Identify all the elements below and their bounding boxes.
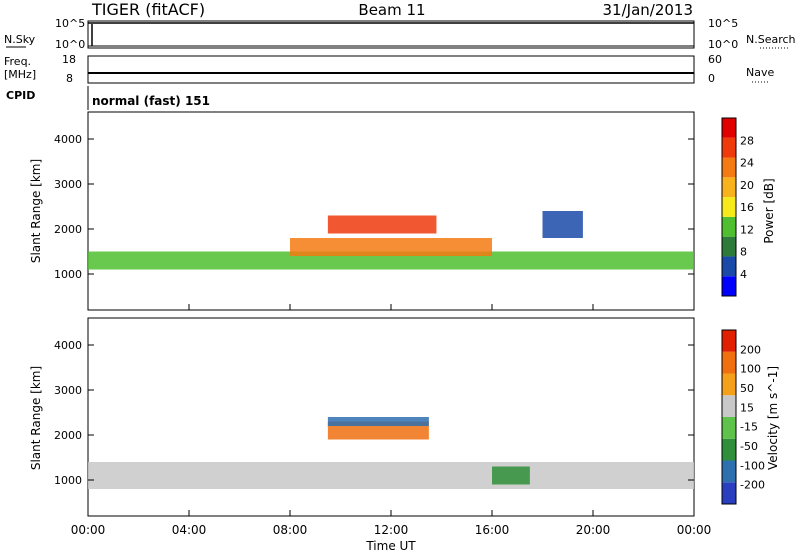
colorbar-swatch (722, 417, 736, 439)
colorbar-swatch (722, 256, 736, 277)
colorbar-tick-label: 200 (740, 343, 761, 356)
colorbar-tick-label: -50 (740, 440, 758, 453)
y-tick-label: 1000 (54, 268, 82, 281)
y-tick-label: 2000 (54, 429, 82, 442)
x-tick-label: 00:00 (71, 523, 106, 537)
colorbar-tick-label: -100 (740, 459, 765, 472)
power-colorbar-label: Power [dB] (762, 178, 776, 243)
colorbar-frame (721, 117, 737, 297)
nave-label: Nave (746, 66, 774, 79)
nsky-tick-top: 10^5 (55, 17, 85, 30)
scatter-band-1 (327, 215, 437, 234)
scatter-band-2 (327, 417, 429, 426)
colorbar-tick-label: 100 (740, 363, 761, 376)
scatter-band-0 (88, 462, 694, 489)
radar-title: TIGER (fitACF) (91, 0, 205, 19)
x-tick-label: 20:00 (576, 523, 611, 537)
colorbar-swatch (722, 157, 736, 178)
colorbar-tick-label: 16 (740, 201, 754, 214)
colorbar-swatch (722, 373, 736, 396)
y-tick-label: 3000 (54, 178, 82, 191)
power-ylabel: Slant Range [km] (29, 159, 43, 263)
scatter-band-3 (542, 211, 583, 238)
freq-panel: Freq. [MHz] 18 8 60 0 Nave (4, 53, 774, 85)
velocity-colorbar: 200 100 50 15 -15 -50 -100 -200 (721, 329, 765, 505)
colorbar-tick-label: 12 (740, 223, 754, 236)
colorbar-tick-label: 20 (740, 179, 754, 192)
colorbar-swatch (722, 330, 736, 352)
colorbar-swatch (722, 137, 736, 158)
colorbar-tick-label: 4 (740, 268, 747, 281)
colorbar-swatch (722, 197, 736, 217)
time-axis: 00:00 04:00 08:00 12:00 16:00 20:00 00:00 (71, 304, 712, 537)
colorbar-tick-label: 50 (740, 382, 754, 395)
colorbar-swatch (722, 276, 736, 296)
nsky-label: N.Sky (4, 33, 36, 46)
cpid-row: CPID normal (fast) 151 (6, 86, 210, 110)
nave-tick-top: 60 (708, 53, 722, 66)
nsearch-tick-bottom: 10^0 (708, 38, 738, 51)
colorbar-tick-label: 15 (740, 401, 754, 414)
y-tick-label: 2000 (54, 223, 82, 236)
colorbar-swatch (722, 236, 736, 257)
colorbar-frame (721, 329, 737, 505)
x-tick-label: 00:00 (677, 523, 712, 537)
y-tick-label: 4000 (54, 339, 82, 352)
nsky-tick-bottom: 10^0 (55, 38, 85, 51)
freq-tick-bottom: 8 (66, 72, 73, 85)
y-tick-label: 4000 (54, 133, 82, 146)
freq-tick-top: 18 (62, 53, 76, 66)
x-tick-label: 08:00 (273, 523, 308, 537)
colorbar-tick-label: 28 (740, 134, 754, 147)
power-y-axis: 4000 3000 2000 1000 (54, 133, 694, 281)
nave-tick-bottom: 0 (708, 72, 715, 85)
colorbar-tick-label: 8 (740, 246, 747, 259)
y-tick-label: 3000 (54, 384, 82, 397)
colorbar-swatch (722, 118, 736, 138)
y-tick-label: 1000 (54, 474, 82, 487)
x-tick-label: 16:00 (475, 523, 510, 537)
colorbar-swatch (722, 395, 736, 417)
cpid-label: CPID (6, 89, 35, 102)
scatter-band-0 (88, 251, 694, 270)
colorbar-tick-label: -15 (740, 421, 758, 434)
scatter-band-3 (492, 466, 530, 485)
x-tick-label: 12:00 (374, 523, 409, 537)
power-heatmap (88, 211, 694, 270)
colorbar-swatch (722, 177, 736, 198)
freq-unit: [MHz] (4, 68, 36, 81)
velocity-y-axis: 4000 3000 2000 1000 (54, 339, 694, 487)
colorbar-swatch (722, 438, 736, 461)
velocity-ylabel: Slant Range [km] (29, 366, 43, 470)
scatter-band-2 (290, 238, 492, 256)
velocity-heatmap (88, 417, 694, 489)
freq-label: Freq. (4, 55, 31, 68)
power-panel: 4000 3000 2000 1000 Slant Range [km] 28 24 20… (29, 111, 776, 311)
cpid-value: normal (fast) 151 (92, 94, 210, 108)
colorbar-swatch (722, 351, 736, 374)
power-colorbar: 28 24 20 16 12 8 4 (721, 117, 754, 297)
velocity-panel: 4000 3000 2000 1000 Slant Range [km] 200 100… (29, 317, 780, 517)
x-tick-label: 04:00 (172, 523, 207, 537)
colorbar-swatch (722, 460, 736, 483)
beam-title: Beam 11 (358, 1, 425, 19)
colorbar-swatch (722, 216, 736, 237)
date-title: 31/Jan/2013 (603, 1, 694, 19)
colorbar-tick-label: -200 (740, 479, 765, 492)
colorbar-tick-label: 24 (740, 157, 754, 170)
colorbar-swatch (722, 482, 736, 504)
velocity-colorbar-label: Velocity [m s^-1] (766, 366, 780, 470)
nsearch-tick-top: 10^5 (708, 17, 738, 30)
time-axis-label: Time UT (365, 539, 416, 553)
nsearch-label: N.Search (746, 33, 796, 46)
nsky-panel: N.Sky 10^5 10^0 10^5 10^0 N.Search (4, 17, 796, 51)
